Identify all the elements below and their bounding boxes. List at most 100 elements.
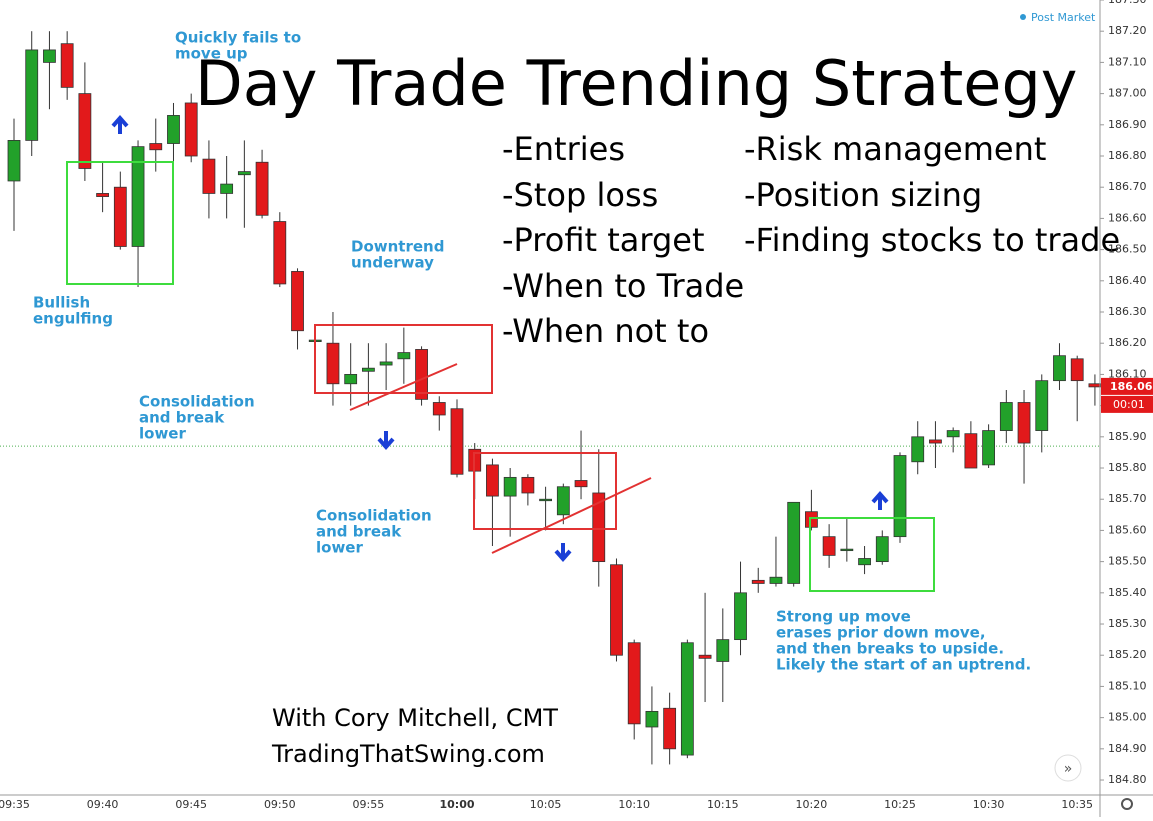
up-arrow	[871, 490, 889, 510]
plot-area	[0, 31, 1102, 765]
topic: -Profit target	[502, 221, 704, 259]
y-tick-label: 186.90	[1108, 118, 1147, 131]
candle-body	[503, 476, 517, 497]
y-tick-label: 187.10	[1108, 55, 1147, 68]
last-price-label: 186.06	[1110, 380, 1153, 393]
candle-body	[805, 511, 818, 528]
candle-body	[822, 536, 836, 556]
candle-body	[1088, 383, 1102, 388]
x-tick-label: 09:40	[87, 798, 119, 811]
topic: -Position sizing	[744, 176, 982, 214]
y-tick-label: 186.20	[1108, 336, 1147, 349]
annotation: lower	[139, 425, 186, 443]
x-tick-label: 10:15	[707, 798, 739, 811]
annotation: Likely the start of an uptrend.	[776, 656, 1031, 674]
y-tick-label: 185.80	[1108, 461, 1147, 474]
scroll-button[interactable]	[1054, 754, 1082, 782]
candle-body	[291, 271, 304, 332]
y-tick-label: 186.30	[1108, 305, 1147, 318]
x-tick-label: 09:45	[175, 798, 207, 811]
candle-body	[255, 161, 269, 216]
annotation: and break	[316, 523, 402, 541]
x-tick-label: 10:10	[618, 798, 650, 811]
candle-body	[7, 140, 21, 182]
candle-body	[96, 193, 109, 197]
y-tick-label: 187.30	[1108, 0, 1147, 6]
y-tick-label: 186.80	[1108, 149, 1147, 162]
x-tick-label: 10:20	[796, 798, 828, 811]
candle-body	[78, 93, 92, 169]
candle-body	[610, 564, 623, 656]
candle-body	[60, 43, 74, 88]
candle-body	[539, 498, 552, 502]
candle-body	[751, 579, 765, 584]
candle-body	[556, 486, 570, 516]
candle-body	[893, 455, 907, 538]
candle-body	[1053, 355, 1066, 382]
candle-body	[663, 707, 677, 750]
candle-body	[645, 710, 659, 728]
candle-body	[415, 349, 428, 400]
candle-body	[379, 361, 393, 366]
y-tick-label: 186.10	[1108, 367, 1147, 380]
y-tick-label: 187.00	[1108, 87, 1147, 100]
topic: -When to Trade	[502, 267, 744, 305]
settings-icon[interactable]	[1121, 798, 1133, 810]
x-tick-label: 09:35	[0, 798, 30, 811]
annotation: Consolidation	[316, 507, 432, 525]
candle-body	[450, 408, 464, 475]
candle-body	[237, 171, 251, 176]
candle-body	[486, 464, 499, 497]
highlight-box	[809, 517, 935, 592]
annotation: Consolidation	[139, 393, 255, 411]
annotation: underway	[351, 254, 434, 272]
candle-body	[911, 436, 925, 463]
y-tick-label: 186.60	[1108, 211, 1147, 224]
y-tick-label: 186.70	[1108, 180, 1147, 193]
topic: -Finding stocks to trade	[744, 221, 1120, 259]
candle-body	[1017, 402, 1031, 444]
down-arrow	[377, 431, 395, 451]
x-tick-label: 10:00	[439, 798, 474, 811]
candle-body	[397, 352, 411, 360]
y-tick-label: 185.70	[1108, 492, 1147, 505]
session-dot	[1020, 14, 1026, 20]
candle-body	[964, 433, 978, 469]
y-tick-label: 184.80	[1108, 773, 1147, 786]
candle-body	[680, 642, 694, 756]
candle-body	[326, 342, 340, 385]
topic: -Entries	[502, 130, 625, 168]
y-tick-label: 185.20	[1108, 648, 1147, 661]
annotation: Downtrend	[351, 238, 444, 256]
candle-body	[184, 102, 198, 157]
candle-body	[627, 642, 641, 725]
y-tick-label: 185.30	[1108, 617, 1147, 630]
candle-body	[592, 492, 606, 563]
candle-body	[1070, 358, 1084, 382]
topic: -When not to	[502, 312, 709, 350]
candle-body	[167, 115, 180, 144]
candle-body	[698, 654, 712, 659]
y-tick-label: 186.50	[1108, 243, 1147, 256]
highlight-box	[314, 324, 493, 394]
countdown-box	[1101, 395, 1153, 413]
candle-body	[113, 186, 127, 247]
candle-body	[202, 158, 216, 194]
topic: -Risk management	[744, 130, 1046, 168]
x-tick-label: 10:30	[973, 798, 1005, 811]
y-tick-label: 185.40	[1108, 586, 1147, 599]
candle-body	[521, 476, 535, 494]
scroll-icon[interactable]: »	[1064, 761, 1073, 777]
candle-body	[716, 639, 730, 662]
annotation: Quickly fails to	[175, 29, 301, 47]
annotation: and then breaks to upside.	[776, 640, 1004, 658]
byline: TradingThatSwing.com	[271, 740, 545, 768]
last-price-box	[1101, 377, 1153, 395]
candle-body	[149, 143, 163, 151]
y-tick-label: 185.60	[1108, 523, 1147, 536]
candle-body	[982, 430, 995, 466]
topic: -Stop loss	[502, 176, 658, 214]
annotation: engulfing	[33, 310, 113, 328]
candle-body	[220, 183, 234, 194]
